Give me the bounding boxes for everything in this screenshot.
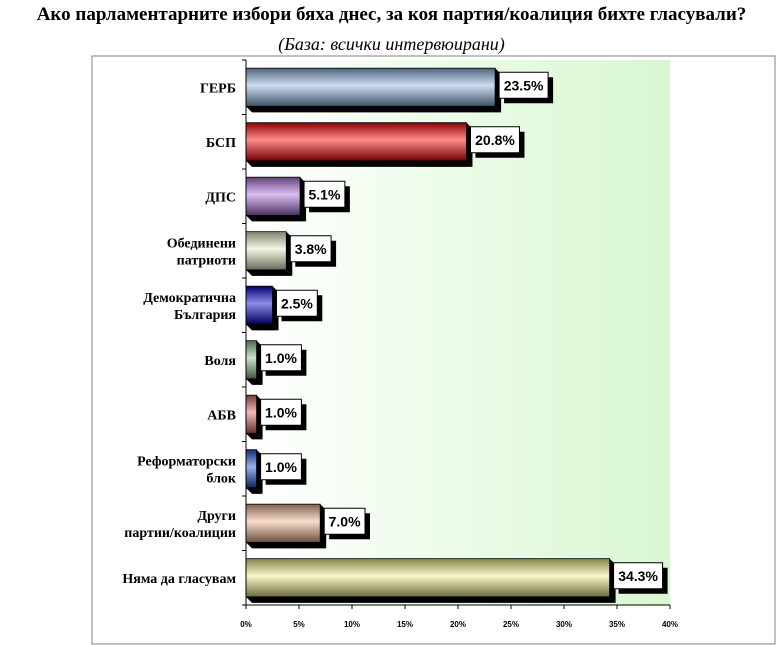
bar — [245, 285, 273, 325]
bar — [245, 449, 258, 489]
x-tick-label: 40% — [662, 620, 678, 629]
x-tick-label: 20% — [450, 620, 466, 629]
data-label: 5.1% — [308, 186, 340, 202]
bar-shadow — [246, 433, 263, 440]
bar — [245, 176, 301, 216]
data-label-box — [498, 71, 549, 99]
bar-shadow — [246, 215, 307, 222]
bar-shadow — [246, 487, 263, 494]
data-label: 1.0% — [265, 404, 297, 420]
category-label: ГЕРБ — [200, 81, 236, 96]
data-label-box — [613, 562, 664, 590]
bar-shadow — [246, 160, 473, 167]
data-label-box — [289, 235, 332, 263]
data-label: 34.3% — [618, 568, 658, 584]
data-label: 1.0% — [265, 350, 297, 366]
bar — [245, 503, 321, 543]
data-label-box — [276, 289, 318, 317]
bar-shadow — [246, 378, 263, 385]
data-label: 2.5% — [281, 295, 313, 311]
category-label: Воля — [204, 354, 236, 369]
data-label-box — [260, 453, 302, 481]
category-label: Обединени патриоти — [167, 236, 236, 268]
chart-title: Ако парламентарните избори бяха днес, за… — [36, 4, 747, 25]
data-label: 20.8% — [475, 132, 515, 148]
bar — [245, 340, 258, 380]
bar — [245, 231, 287, 271]
data-label: 23.5% — [504, 77, 544, 93]
x-tick-label: 15% — [397, 620, 413, 629]
category-label: БСП — [206, 136, 236, 151]
chart-subtitle: (База: всички интервюирани) — [278, 34, 505, 54]
bar — [245, 558, 610, 598]
x-tick-label: 35% — [609, 620, 625, 629]
category-label: АБВ — [207, 408, 236, 423]
bar-shadow — [246, 106, 502, 113]
bar-shadow — [246, 542, 327, 549]
data-label-box — [260, 398, 302, 426]
data-label-box — [303, 180, 346, 208]
category-label: Други партии/коалиции — [124, 509, 236, 541]
category-label: Демократична България — [143, 291, 236, 323]
x-tick-label: 10% — [344, 620, 360, 629]
data-label-box — [323, 507, 366, 535]
data-label-box — [469, 126, 520, 154]
bar — [245, 67, 496, 107]
data-label: 3.8% — [295, 241, 327, 257]
data-label: 1.0% — [265, 459, 297, 475]
bar — [245, 122, 467, 162]
category-label: Реформаторски блок — [137, 454, 237, 486]
bar-shadow — [246, 269, 293, 276]
data-label-box — [260, 344, 302, 372]
category-label: Няма да гласувам — [122, 572, 236, 587]
data-label: 7.0% — [329, 513, 361, 529]
bar-shadow — [246, 324, 279, 331]
bar — [245, 394, 258, 434]
x-tick-label: 30% — [556, 620, 572, 629]
category-label: ДПС — [205, 190, 236, 205]
bar-shadow — [246, 596, 616, 603]
x-tick-label: 5% — [293, 620, 305, 629]
x-tick-label: 25% — [503, 620, 519, 629]
x-tick-label: 0% — [240, 620, 252, 629]
